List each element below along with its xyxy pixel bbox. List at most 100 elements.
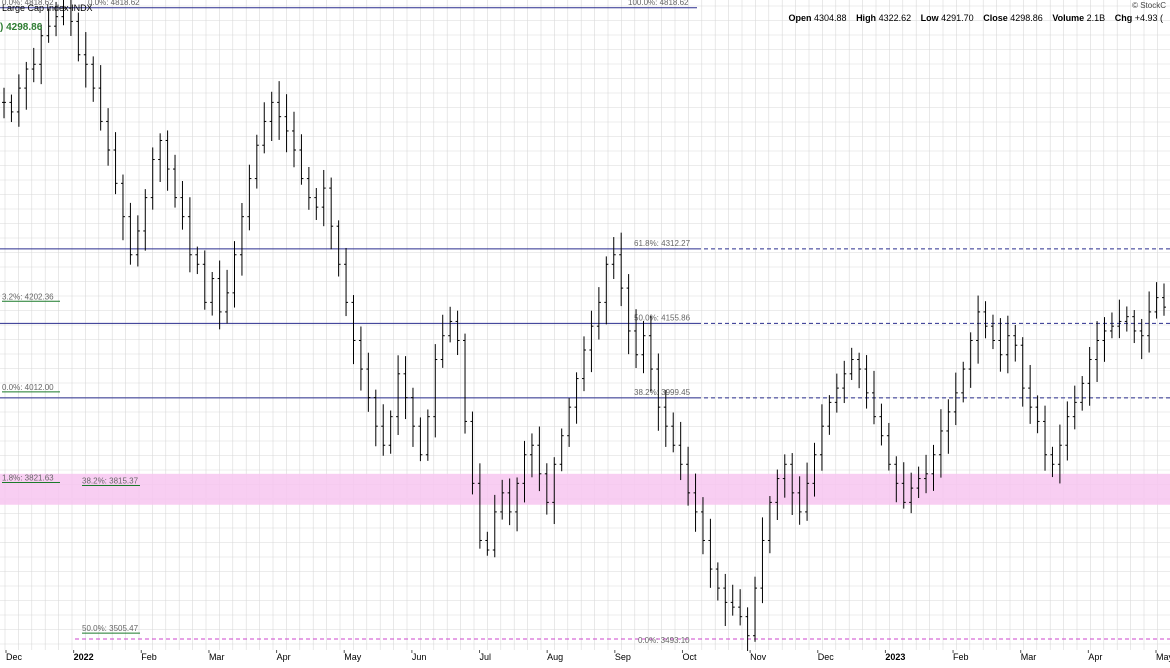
ohlc-bar	[292, 111, 296, 168]
ohlc-bar	[321, 169, 326, 227]
ohlc-bar	[262, 102, 267, 154]
ohlc-bar	[500, 479, 505, 520]
ohlc-bar	[46, 8, 51, 43]
ohlc-bar	[1109, 312, 1114, 339]
ohlc-bar	[120, 174, 125, 241]
ohlc-bar	[232, 241, 237, 308]
ohlc-bar	[515, 477, 520, 532]
high-label: High	[856, 13, 877, 23]
close-value: 4298.86	[1010, 13, 1043, 23]
ohlc-bar	[775, 469, 780, 520]
ohlc-bar	[916, 466, 921, 499]
ohlc-bar	[440, 314, 445, 368]
ohlc-bar	[373, 389, 378, 447]
ohlc-bar	[31, 47, 36, 83]
ohlc-bar	[745, 607, 750, 651]
ohlc-bar	[671, 412, 676, 453]
ohlc-bar	[842, 360, 847, 404]
ohlc-bar	[634, 309, 639, 368]
x-axis: Dec 2022 Feb Mar Apr May Jun Jul Aug Sep Oct Nov Dec…	[5, 650, 1170, 662]
ohlc-readout: Open 4304.88 High 4322.62 Low 4291.70 Cl…	[788, 13, 1170, 23]
ohlc-bar	[210, 271, 215, 316]
ohlc-bar	[470, 411, 475, 495]
month-tick-label: Apr	[1088, 652, 1102, 662]
ohlc-bar	[187, 197, 192, 273]
ohlc-bar	[269, 91, 274, 142]
ohlc-bar	[492, 494, 497, 558]
ohlc-bar	[463, 333, 468, 434]
ohlc-bar	[946, 399, 951, 454]
ohlc-bar	[708, 518, 713, 588]
month-tick-label: Feb	[141, 652, 157, 662]
ohlc-bar	[767, 496, 772, 554]
ohlc-bar	[61, 0, 66, 26]
month-tick-label: Aug	[547, 652, 563, 662]
low-label: Low	[920, 13, 939, 23]
ohlc-bar	[329, 177, 334, 250]
ohlc-bar	[656, 353, 661, 431]
month-tick-label: Mar	[1021, 652, 1037, 662]
chg-value: +4.93 (	[1134, 13, 1163, 23]
ohlc-bar	[909, 472, 914, 514]
ohlc-bar	[98, 65, 103, 131]
ohlc-bar	[254, 134, 259, 189]
ohlc-bar	[396, 355, 401, 436]
ohlc-bar	[9, 94, 14, 123]
ohlc-bar	[1162, 283, 1166, 316]
ohlc-bar	[589, 310, 594, 373]
ohlc-bar	[641, 320, 646, 374]
ohlc-bar	[1057, 424, 1062, 484]
left-label: 38.2%: 3815.37	[82, 477, 139, 486]
low-value: 4291.70	[941, 13, 974, 23]
ohlc-bar	[968, 332, 973, 388]
ohlc-bar	[1065, 401, 1070, 461]
ohlc-bar	[1139, 318, 1144, 360]
month-tick-label: May	[1156, 652, 1170, 662]
high-value: 4322.62	[878, 13, 912, 23]
ohlc-bar	[827, 395, 832, 435]
month-tick-label: 2022	[74, 652, 94, 662]
ohlc-bar	[24, 61, 29, 110]
ohlc-bar	[277, 81, 282, 140]
ohlc-bar	[522, 440, 527, 503]
exchange-name: INDX	[71, 3, 93, 13]
ohlc-bar	[150, 147, 155, 210]
volume-label: Volume	[1052, 13, 1085, 23]
ohlc-bar	[39, 24, 44, 85]
ohlc-bar	[180, 180, 185, 230]
ohlc-bar	[596, 287, 601, 340]
ohlc-bar	[418, 417, 423, 462]
month-tick-label: Dec	[818, 652, 835, 662]
ohlc-bar	[805, 462, 810, 521]
chg-label: Chg	[1114, 13, 1133, 23]
left-label: 0.0%: 4012.00	[2, 383, 54, 392]
ohlc-bars	[2, 0, 1166, 651]
ohlc-bar	[76, 12, 81, 62]
close-label: Close	[983, 13, 1008, 23]
ohlc-bar	[663, 389, 668, 447]
ohlc-bar	[559, 428, 564, 472]
fib-label: 0.0%: 4818.62	[88, 0, 140, 7]
ohlc-bar	[1028, 364, 1033, 424]
ohlc-bar	[1050, 446, 1055, 478]
ohlc-bar	[477, 463, 482, 549]
ohlc-bar	[455, 310, 460, 356]
ohlc-bar	[611, 237, 616, 280]
fib-label: 100.0%: 4818.62	[628, 0, 689, 7]
open-value: 4304.88	[814, 13, 847, 23]
ohlc-bar	[239, 203, 244, 276]
ohlc-bar	[723, 573, 728, 627]
ohlc-bar	[976, 295, 981, 364]
ohlc-bar	[1147, 291, 1152, 353]
ohlc-bar	[760, 517, 765, 604]
ohlc-bar	[738, 589, 743, 626]
ohlc-bar	[381, 404, 386, 456]
ohlc-bar	[202, 250, 207, 310]
ohlc-bar	[143, 189, 148, 251]
ohlc-bar	[582, 336, 586, 392]
ohlc-bar	[351, 295, 356, 365]
ohlc-bar	[16, 74, 21, 127]
ohlc-bar	[715, 562, 720, 601]
ohlc-bar	[135, 215, 140, 267]
fib-label: 38.2%: 3999.45	[634, 388, 691, 397]
